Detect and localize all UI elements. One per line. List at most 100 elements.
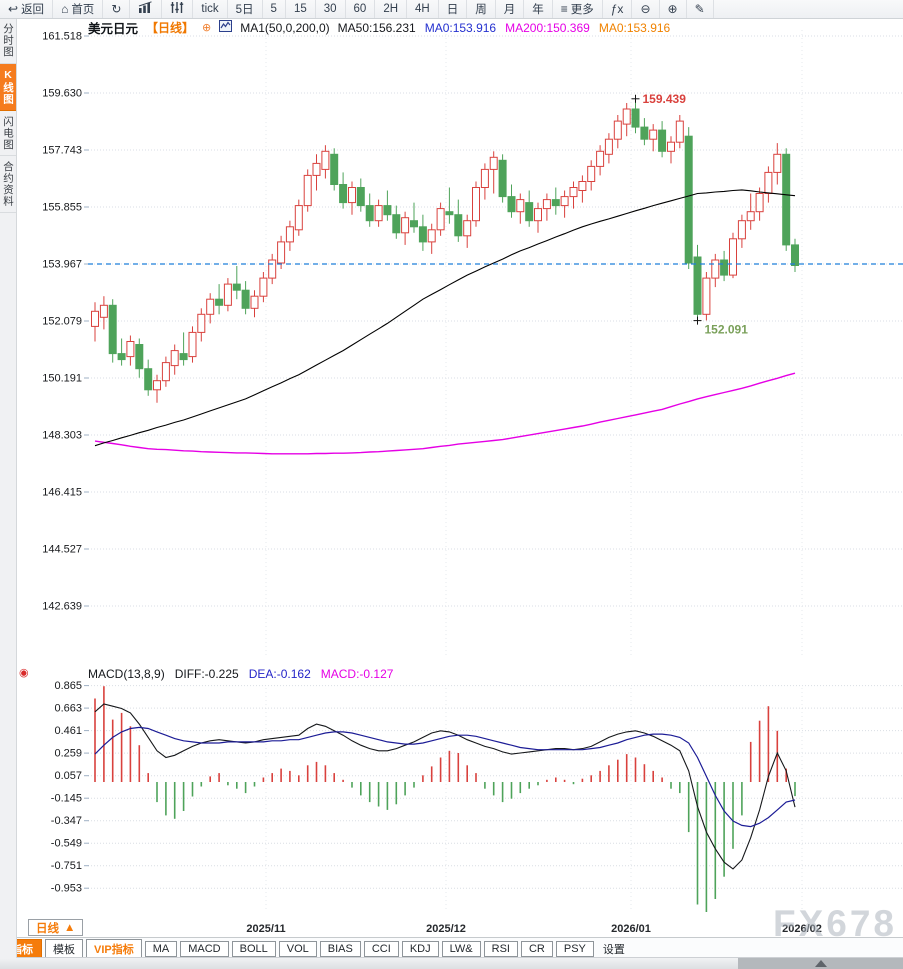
home-button[interactable]: ⌂ 首页 bbox=[53, 0, 104, 18]
price-annotation: 152.091 bbox=[693, 316, 749, 337]
period-15-button[interactable]: 15 bbox=[286, 0, 316, 18]
period-60-button-label: 60 bbox=[353, 3, 367, 15]
macd-header: MACD(13,8,9) DIFF:-0.225 DEA:-0.162 MACD… bbox=[88, 667, 393, 681]
svg-text:-0.953: -0.953 bbox=[51, 883, 82, 895]
period-year-button-label: 年 bbox=[532, 4, 544, 16]
indicator-tab-MACD[interactable]: MACD bbox=[180, 940, 229, 957]
sidebar-item-3[interactable]: 合约资料 bbox=[0, 156, 16, 213]
svg-text:-0.145: -0.145 bbox=[51, 793, 82, 805]
indicator-tab-BOLL[interactable]: BOLL bbox=[231, 940, 276, 957]
period-selector-button[interactable]: 日线 ▲ bbox=[28, 919, 84, 936]
ma50-line bbox=[94, 189, 796, 447]
svg-text:0.461: 0.461 bbox=[54, 725, 82, 737]
price-annotation: 159.439 bbox=[631, 92, 686, 106]
period-tick-button-label: tick bbox=[201, 3, 219, 15]
candlesticks bbox=[91, 98, 799, 403]
indicator-tab-KDJ[interactable]: KDJ bbox=[401, 940, 439, 957]
macd-histogram bbox=[94, 686, 796, 912]
back-icon: ↩ bbox=[8, 2, 19, 16]
period-60-button[interactable]: 60 bbox=[346, 0, 376, 18]
svg-text:159.630: 159.630 bbox=[42, 88, 82, 100]
home-button-label: 首页 bbox=[71, 4, 95, 16]
sidebar-item-1[interactable]: K线图 bbox=[0, 63, 16, 111]
refresh-icon: ↻ bbox=[111, 2, 122, 16]
more-button[interactable]: ≡ 更多 bbox=[553, 0, 603, 18]
indicator-tab-模板[interactable]: 模板 bbox=[45, 938, 83, 959]
menu-icon: ≡ bbox=[560, 2, 568, 16]
period-tag: 【日线】 bbox=[146, 21, 195, 35]
indicator-tab-RSI[interactable]: RSI bbox=[483, 940, 518, 957]
svg-text:0.259: 0.259 bbox=[54, 748, 82, 760]
triangle-up-icon: ▲ bbox=[64, 921, 76, 934]
chart-type-button[interactable] bbox=[130, 0, 163, 18]
indicator-tab-bar: 指标 模板 VIP指标 MA MACD BOLL VOL BIAS CCI KDJ LW& RSI CR… bbox=[0, 937, 903, 959]
indicator-tab-设置[interactable]: 设置 bbox=[602, 943, 625, 956]
sidebar-item-2[interactable]: 闪电图 bbox=[0, 110, 16, 156]
ma-value-1: MA0:153.916 bbox=[424, 20, 497, 35]
period-2h-button[interactable]: 2H bbox=[375, 0, 408, 18]
svg-text:2026/01: 2026/01 bbox=[611, 923, 651, 935]
circled-plus-icon[interactable]: ⊕ bbox=[202, 22, 212, 34]
period-tick-button[interactable]: tick bbox=[193, 0, 228, 18]
svg-text:150.191: 150.191 bbox=[42, 373, 82, 385]
sliders-icon bbox=[170, 1, 184, 17]
macd-dea-line bbox=[94, 726, 796, 828]
period-year-button[interactable]: 年 bbox=[524, 0, 553, 18]
period-5d-button[interactable]: 5日 bbox=[228, 0, 263, 18]
zoom-out-icon: ⊖ bbox=[640, 2, 651, 16]
period-30-button[interactable]: 30 bbox=[316, 0, 346, 18]
indicator-tab-CCI[interactable]: CCI bbox=[363, 940, 399, 957]
svg-text:152.091: 152.091 bbox=[705, 323, 749, 337]
indicator-tab-MA[interactable]: MA bbox=[144, 940, 178, 957]
period-day-button[interactable]: 日 bbox=[439, 0, 468, 18]
ma-value-0: MA50:156.231 bbox=[337, 20, 416, 35]
month-gridlines: 2025/11 2025/12 2026/01 2026/02 bbox=[246, 30, 822, 935]
chart-title-bar: 美元日元 【日线】 ⊕ MA1(50,0,200,0) MA50:156.231… bbox=[88, 20, 671, 36]
zoom-in-button[interactable]: ⊕ bbox=[660, 0, 687, 18]
indicator-tab-CR[interactable]: CR bbox=[520, 940, 553, 957]
period-15-button-label: 15 bbox=[293, 3, 307, 15]
period-month-button[interactable]: 月 bbox=[496, 0, 525, 18]
ma-value-2: MA200:150.369 bbox=[505, 20, 590, 35]
macd-diff-line bbox=[94, 703, 796, 870]
refresh-button[interactable]: ↻ bbox=[103, 0, 131, 18]
svg-text:0.663: 0.663 bbox=[54, 703, 82, 715]
draw-button[interactable]: ✎ bbox=[687, 0, 714, 18]
period-week-button[interactable]: 周 bbox=[467, 0, 496, 18]
indicator-tab-LW&[interactable]: LW& bbox=[441, 940, 481, 957]
more-button-label: 更多 bbox=[570, 4, 594, 16]
period-week-button-label: 周 bbox=[475, 4, 487, 16]
sidebar-item-0[interactable]: 分时图 bbox=[0, 18, 16, 64]
ma-value-3: MA0:153.916 bbox=[598, 20, 671, 35]
chart-type-sidebar: 分时图 K线图 闪电图 合约资料 bbox=[0, 18, 17, 958]
back-button[interactable]: ↩ 返回 bbox=[0, 0, 54, 18]
indicator-fx-button[interactable]: ƒx bbox=[603, 0, 633, 18]
ma200-line bbox=[94, 372, 796, 455]
mini-chart-icon bbox=[219, 20, 233, 35]
scrollbar-thumb[interactable] bbox=[738, 958, 903, 969]
svg-text:155.855: 155.855 bbox=[42, 202, 82, 214]
macd-gridlines: 0.865 0.663 0.461 0.259 0.057 -0.145 -0.347 -0.… bbox=[51, 680, 903, 895]
zoom-in-icon: ⊕ bbox=[667, 2, 678, 16]
indicator-tab-PSY[interactable]: PSY bbox=[555, 940, 594, 957]
period-month-button-label: 月 bbox=[503, 4, 516, 16]
period-4h-button-label: 4H bbox=[415, 3, 430, 15]
symbol-name: 美元日元 bbox=[88, 22, 139, 36]
svg-text:148.303: 148.303 bbox=[42, 430, 82, 442]
svg-text:-0.347: -0.347 bbox=[51, 815, 82, 827]
zoom-out-button[interactable]: ⊖ bbox=[632, 0, 660, 18]
horizontal-scrollbar[interactable] bbox=[0, 957, 903, 969]
indicator-tab-VOL[interactable]: VOL bbox=[278, 940, 317, 957]
period-4h-button[interactable]: 4H bbox=[407, 0, 439, 18]
svg-text:144.527: 144.527 bbox=[42, 544, 82, 556]
indicator-tab-VIP指标[interactable]: VIP指标 bbox=[86, 938, 142, 959]
indicator-tab-BIAS[interactable]: BIAS bbox=[319, 940, 361, 957]
macd-formula-label: MACD(13,8,9) bbox=[88, 667, 165, 681]
settings-sliders-button[interactable] bbox=[162, 0, 194, 18]
period-5-button[interactable]: 5 bbox=[263, 0, 286, 18]
indicator-target-icon[interactable]: ◉ bbox=[19, 667, 29, 679]
svg-text:2026/02: 2026/02 bbox=[782, 923, 822, 935]
macd-macd-value: MACD:-0.127 bbox=[320, 667, 394, 681]
back-button-label: 返回 bbox=[21, 4, 45, 16]
